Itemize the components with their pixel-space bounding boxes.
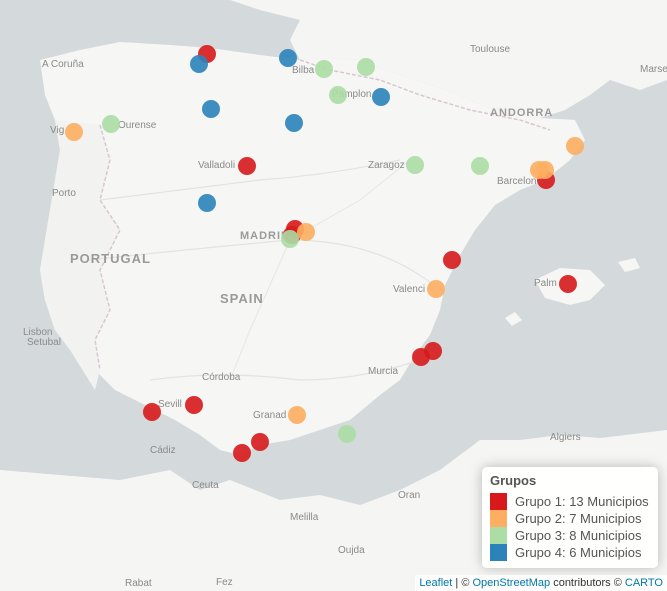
place-label: Sevill xyxy=(158,399,182,410)
place-label: Barcelon xyxy=(497,176,537,187)
marker-grupo-4[interactable] xyxy=(372,88,390,106)
marker-grupo-2[interactable] xyxy=(536,161,554,179)
place-label: Pamplon xyxy=(332,89,372,100)
place-label: PORTUGAL xyxy=(70,251,151,266)
legend-item-grupo-3: Grupo 3: 8 Municipios xyxy=(490,527,641,544)
attribution-separator: | © xyxy=(452,577,473,589)
place-label: Melilla xyxy=(290,512,319,523)
legend-title: Grupos xyxy=(490,473,537,488)
attribution-text: contributors © xyxy=(550,577,625,589)
place-label: Lisbon xyxy=(23,327,53,338)
marker-grupo-2[interactable] xyxy=(288,406,306,424)
place-label: Valladoli xyxy=(198,160,236,171)
marker-grupo-1[interactable] xyxy=(443,251,461,269)
marker-grupo-1[interactable] xyxy=(559,275,577,293)
legend-label: Grupo 3: 8 Municipios xyxy=(515,528,642,543)
legend: Grupos Grupo 1: 13 Municipios Grupo 2: 7… xyxy=(482,467,658,568)
place-label: Algiers xyxy=(550,432,581,443)
carto-link[interactable]: CARTO xyxy=(624,577,663,589)
legend-label: Grupo 2: 7 Municipios xyxy=(515,511,642,526)
place-label: Ourense xyxy=(118,120,157,131)
place-label: Toulouse xyxy=(470,44,511,55)
place-label: Marse xyxy=(640,64,667,75)
leaflet-link[interactable]: Leaflet xyxy=(419,577,453,589)
place-label: Ceuta xyxy=(192,480,219,491)
place-label: Oujda xyxy=(338,545,365,556)
legend-swatch xyxy=(490,544,507,561)
place-label: Oran xyxy=(398,490,421,501)
marker-grupo-4[interactable] xyxy=(285,114,303,132)
place-label: ANDORRA xyxy=(490,107,554,119)
marker-grupo-2[interactable] xyxy=(427,280,445,298)
marker-grupo-3[interactable] xyxy=(471,157,489,175)
place-label: A Coruña xyxy=(42,59,84,70)
place-label: Rabat xyxy=(125,578,152,589)
marker-grupo-2[interactable] xyxy=(566,137,584,155)
place-label: Fez xyxy=(216,577,233,588)
marker-grupo-3[interactable] xyxy=(338,425,356,443)
marker-grupo-2[interactable] xyxy=(65,123,83,141)
marker-grupo-1[interactable] xyxy=(412,348,430,366)
place-label: Murcia xyxy=(368,366,399,377)
legend-label: Grupo 4: 6 Municipios xyxy=(515,545,642,560)
place-label: Vig xyxy=(50,125,65,136)
marker-grupo-4[interactable] xyxy=(279,49,297,67)
legend-item-grupo-1: Grupo 1: 13 Municipios xyxy=(490,493,649,510)
legend-swatch xyxy=(490,510,507,527)
marker-grupo-1[interactable] xyxy=(251,433,269,451)
legend-swatch xyxy=(490,527,507,544)
marker-grupo-4[interactable] xyxy=(198,194,216,212)
place-label: Córdoba xyxy=(202,372,241,383)
place-label: SPAIN xyxy=(220,291,264,306)
place-label: Porto xyxy=(52,188,76,199)
place-label: Palm xyxy=(534,278,557,289)
place-label: Bilba xyxy=(292,65,315,76)
place-label: Cádiz xyxy=(150,445,176,456)
marker-grupo-3[interactable] xyxy=(406,156,424,174)
legend-item-grupo-2: Grupo 2: 7 Municipios xyxy=(490,510,641,527)
marker-grupo-3[interactable] xyxy=(357,58,375,76)
place-label: Setubal xyxy=(27,337,61,348)
marker-grupo-1[interactable] xyxy=(233,444,251,462)
place-label: MADRID xyxy=(240,230,290,242)
place-label: Valenci xyxy=(393,284,426,295)
marker-grupo-3[interactable] xyxy=(102,115,120,133)
marker-grupo-1[interactable] xyxy=(143,403,161,421)
place-label: Granad xyxy=(253,410,287,421)
marker-grupo-1[interactable] xyxy=(185,396,203,414)
legend-item-grupo-4: Grupo 4: 6 Municipios xyxy=(490,544,641,561)
marker-grupo-4[interactable] xyxy=(202,100,220,118)
map-attribution: Leaflet | © OpenStreetMap contributors ©… xyxy=(415,575,667,591)
marker-grupo-1[interactable] xyxy=(238,157,256,175)
marker-grupo-3[interactable] xyxy=(281,230,299,248)
legend-swatch xyxy=(490,493,507,510)
legend-label: Grupo 1: 13 Municipios xyxy=(515,494,649,509)
marker-grupo-2[interactable] xyxy=(297,223,315,241)
marker-grupo-3[interactable] xyxy=(329,86,347,104)
marker-grupo-3[interactable] xyxy=(315,60,333,78)
marker-grupo-4[interactable] xyxy=(190,55,208,73)
place-label: Zaragoz xyxy=(368,160,405,171)
openstreetmap-link[interactable]: OpenStreetMap xyxy=(472,577,551,589)
